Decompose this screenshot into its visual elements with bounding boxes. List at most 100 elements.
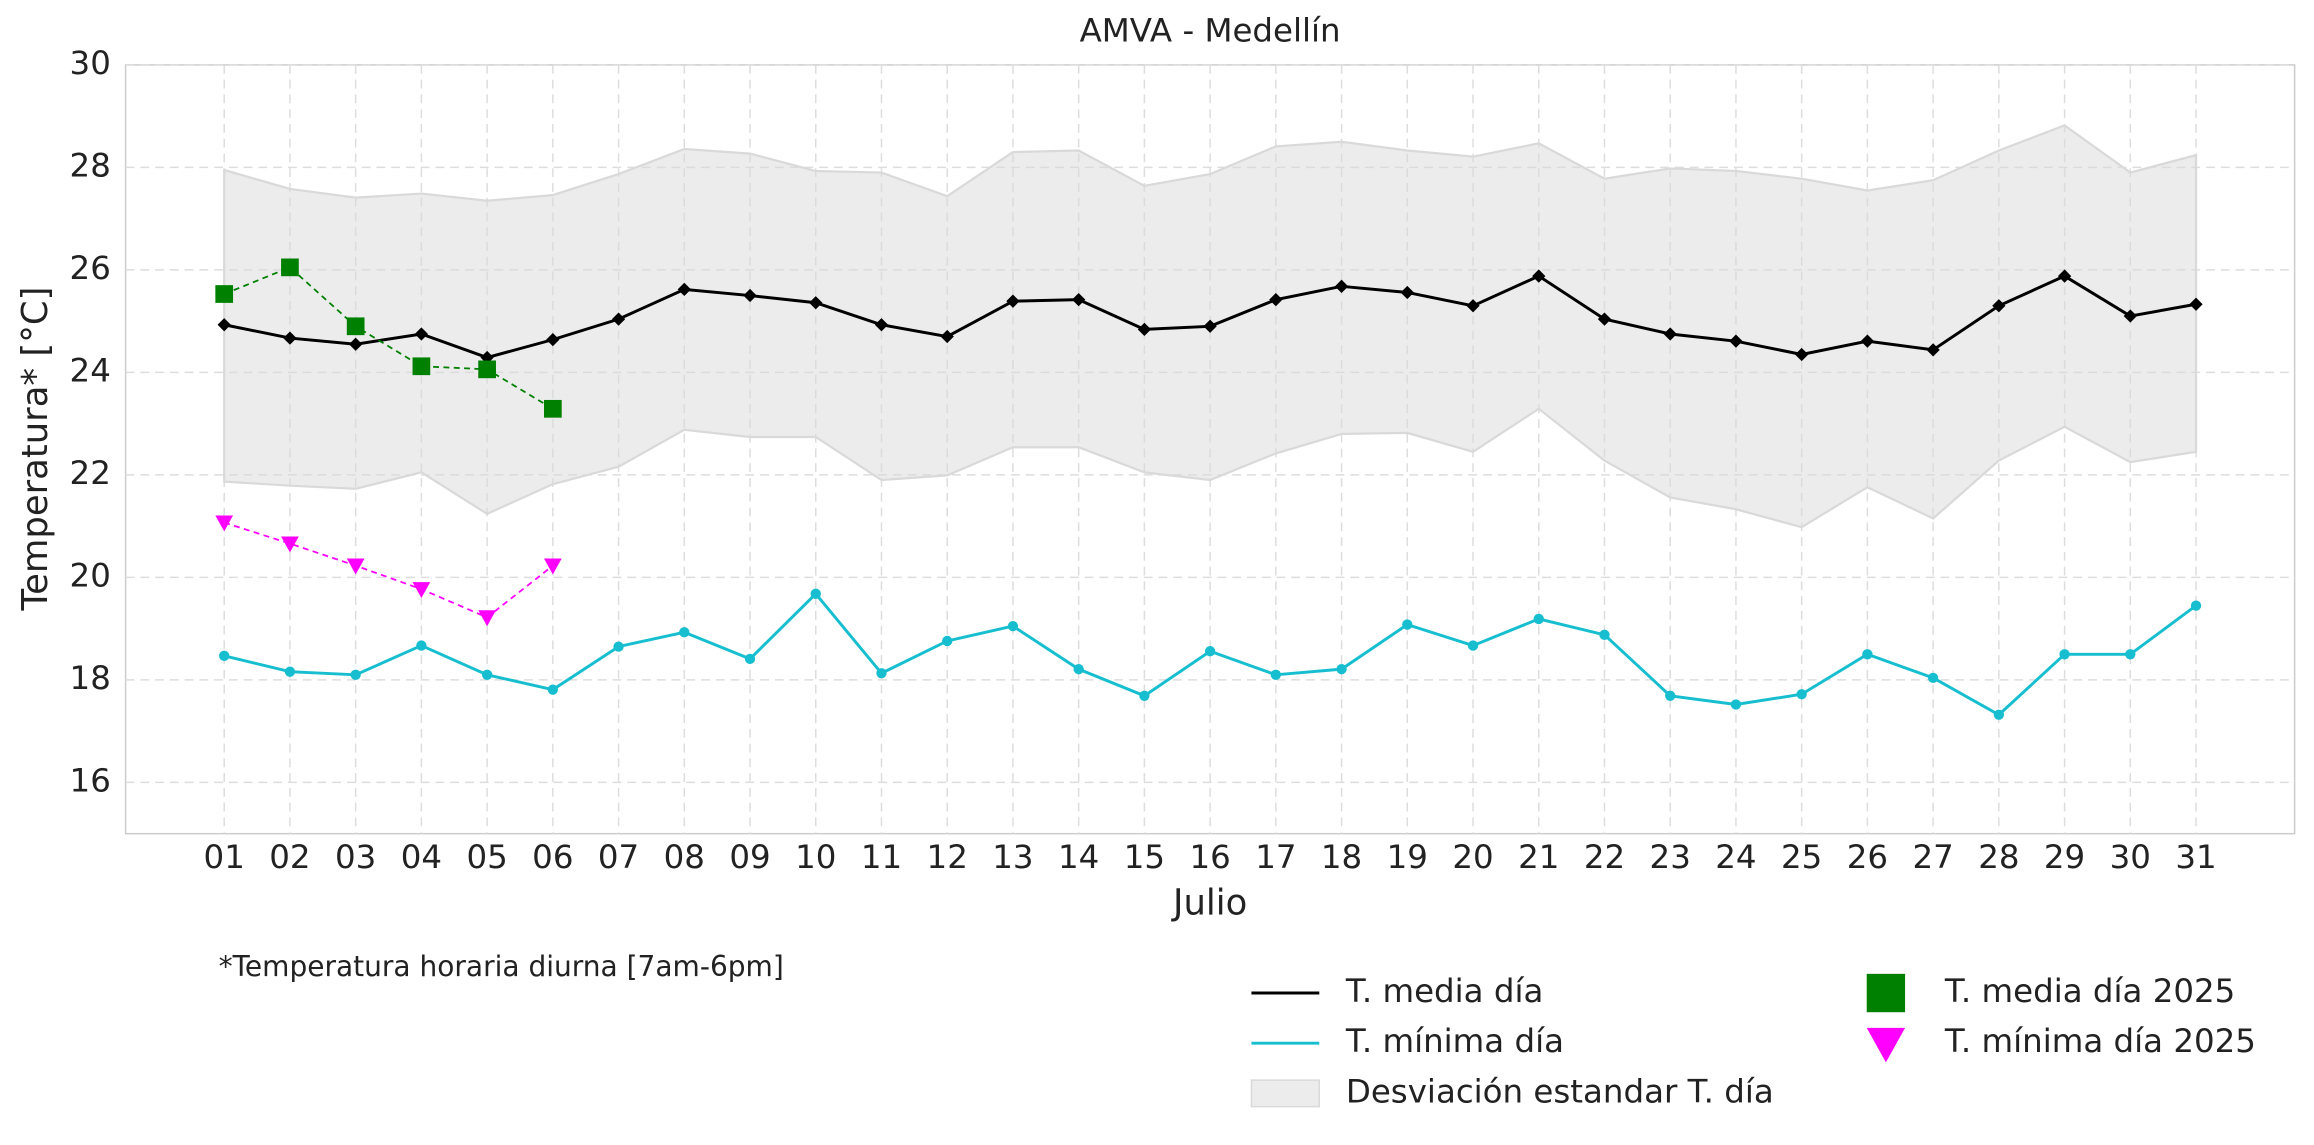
marker: [613, 641, 624, 652]
marker: [1599, 629, 1610, 640]
marker: [1992, 299, 2006, 313]
y-tick-label: 22: [70, 454, 111, 492]
marker: [219, 650, 230, 661]
x-tick-label: 07: [598, 838, 639, 876]
y-tick-label: 26: [70, 249, 111, 287]
x-tick-label: 12: [927, 838, 968, 876]
marker: [1729, 334, 1743, 348]
marker: [416, 640, 427, 651]
marker: [1860, 334, 1875, 348]
y-tick-label: 30: [70, 44, 111, 82]
chart-title: AMVA - Medellín: [1080, 11, 1341, 49]
marker: [1269, 293, 1283, 307]
marks: [215, 124, 2203, 720]
marker: [1402, 619, 1413, 630]
x-tick-label: 29: [2044, 838, 2085, 876]
x-axis-label: Julio: [1171, 882, 1247, 923]
legend-label: T. mínima día: [1345, 1022, 1564, 1060]
marker: [1866, 1027, 1906, 1063]
marker: [2189, 297, 2203, 311]
marker: [1336, 663, 1347, 675]
x-tick-label: 01: [204, 838, 245, 876]
marker: [1466, 299, 1480, 313]
marker: [1139, 690, 1150, 701]
marker: [412, 582, 431, 599]
x-tick-label: 03: [335, 838, 376, 876]
x-tick-label: 20: [1452, 838, 1493, 876]
y-tick-label: 24: [70, 351, 111, 389]
marker: [283, 331, 297, 345]
marker: [744, 653, 756, 665]
marker: [346, 558, 365, 575]
marker: [1400, 285, 1414, 300]
y-tick-label: 20: [70, 556, 111, 594]
marker: [2125, 649, 2136, 660]
marker: [1334, 279, 1349, 293]
x-tick-label: 30: [2110, 838, 2151, 876]
x-tick-label: 10: [795, 838, 836, 876]
marker: [1533, 613, 1544, 625]
marker: [2057, 269, 2072, 283]
marker: [677, 282, 691, 297]
marker: [1665, 690, 1676, 701]
marker: [1532, 269, 1546, 283]
footnote: *Temperatura horaria diurna [7am-6pm]: [219, 950, 784, 983]
x-tick-label: 13: [992, 838, 1033, 876]
marker: [543, 399, 562, 418]
marker: [1203, 319, 1217, 333]
x-tick-label: 18: [1321, 838, 1362, 876]
x-tick-label: 05: [466, 838, 507, 876]
marker: [478, 360, 496, 379]
x-tick-label: 04: [401, 838, 442, 876]
marker: [1663, 327, 1677, 341]
marker: [481, 669, 493, 680]
x-tick-label: 14: [1058, 838, 1099, 876]
legend-label: T. mínima día 2025: [1944, 1022, 2256, 1060]
x-tick-label: 19: [1387, 838, 1428, 876]
y-tick-label: 18: [70, 659, 111, 697]
marker: [1007, 620, 1019, 632]
marker: [2059, 649, 2070, 660]
marker: [1927, 672, 1939, 684]
marker: [679, 627, 690, 638]
x-tick-label: 02: [269, 838, 310, 876]
marker: [1866, 973, 1906, 1013]
marker: [874, 318, 889, 332]
marker: [281, 536, 299, 553]
x-tick-label: 16: [1189, 838, 1230, 876]
legend-label: T. media día 2025: [1944, 972, 2235, 1010]
marker: [1204, 646, 1216, 657]
y-tick-label: 16: [70, 761, 111, 799]
series-line: [223, 521, 554, 619]
x-tick-label: 09: [729, 838, 770, 876]
marker: [2190, 600, 2202, 611]
x-tick-label: 23: [1650, 838, 1691, 876]
marker: [215, 515, 234, 532]
marker: [940, 329, 954, 344]
legend-label: Desviación estandar T. día: [1346, 1072, 1774, 1110]
marker: [284, 666, 296, 677]
marker: [349, 337, 363, 351]
marker: [478, 610, 496, 627]
marker: [543, 558, 562, 575]
marker: [1795, 347, 1809, 362]
marker: [1270, 669, 1282, 680]
marker: [1862, 649, 1873, 660]
legend-swatch: [1250, 1079, 1321, 1108]
x-tick-label: 21: [1518, 838, 1559, 876]
x-tick-label: 25: [1781, 838, 1822, 876]
marker: [876, 668, 887, 679]
legend-label: T. media día: [1345, 972, 1544, 1010]
marker: [412, 357, 431, 376]
marker: [217, 318, 231, 332]
x-tick-label: 27: [1912, 838, 1953, 876]
marker: [942, 635, 953, 647]
marker: [2123, 309, 2137, 323]
marker: [414, 327, 429, 341]
x-tick-label: 28: [1978, 838, 2019, 876]
x-tick-label: 06: [532, 838, 573, 876]
marker: [350, 669, 361, 680]
marker: [1597, 312, 1612, 326]
marker: [1467, 640, 1479, 651]
